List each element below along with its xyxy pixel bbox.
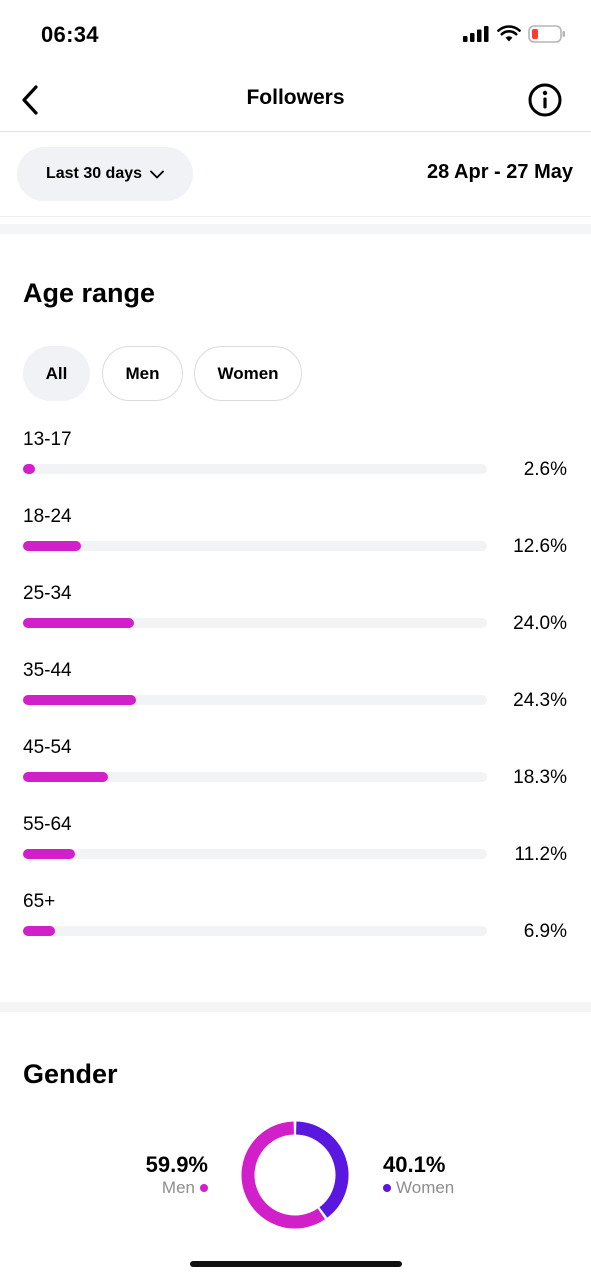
gender-men-label: Men — [161, 1178, 195, 1197]
age-bar-track — [23, 772, 487, 782]
age-row-label: 25-34 — [23, 583, 72, 604]
age-row-label: 55-64 — [23, 814, 72, 835]
gender-men-legend: Men — [146, 1178, 208, 1198]
age-bar-track — [23, 541, 487, 551]
age-row: 45-54 18.3% — [0, 737, 591, 814]
chevron-down-icon — [150, 170, 164, 178]
age-bar-track — [23, 695, 487, 705]
section-divider — [0, 1002, 591, 1012]
status-icons — [462, 24, 566, 44]
filter-chip-women[interactable]: Women — [194, 346, 302, 401]
age-row-value: 12.6% — [513, 536, 567, 557]
age-bar-fill — [23, 926, 56, 936]
age-row-label: 18-24 — [23, 506, 72, 527]
age-bar-fill — [23, 618, 135, 628]
info-icon — [528, 83, 562, 117]
age-bar-fill — [23, 772, 108, 782]
date-range-label: Last 30 days — [45, 165, 143, 182]
gender-title: Gender — [23, 1059, 118, 1089]
age-row-value: 11.2% — [514, 844, 567, 865]
age-row-label: 35-44 — [23, 660, 72, 681]
chevron-left-icon — [22, 85, 38, 115]
age-bar-fill — [23, 695, 136, 705]
gender-donut-men-arc — [241, 1121, 326, 1229]
date-range-selector[interactable]: Last 30 days — [17, 147, 193, 201]
gender-donut-women-arc — [295, 1121, 349, 1218]
age-row-value: 18.3% — [513, 767, 567, 788]
status-bar: 06:34 — [0, 0, 591, 68]
age-row-value: 2.6% — [523, 459, 567, 480]
age-bar-track — [23, 464, 487, 474]
gender-men-percent: 59.9% — [145, 1152, 208, 1177]
age-row-label: 65+ — [23, 891, 56, 912]
filter-chip-men[interactable]: Men — [102, 346, 183, 401]
age-row: 65+ 6.9% — [0, 891, 591, 968]
battery-icon — [528, 25, 565, 43]
age-row: 13-17 2.6% — [0, 429, 591, 506]
gender-chart: 59.9% Men 40.1% Women — [0, 1110, 591, 1240]
nav-bar: Followers — [0, 68, 591, 132]
age-bar-track — [23, 849, 487, 859]
age-range-title: Age range — [23, 278, 156, 308]
age-row: 55-64 11.2% — [0, 814, 591, 891]
gender-women-stat: 40.1% Women — [383, 1152, 454, 1198]
age-row: 18-24 12.6% — [0, 506, 591, 583]
home-indicator — [190, 1261, 402, 1267]
age-row: 25-34 24.0% — [0, 583, 591, 660]
age-row-value: 24.0% — [513, 613, 567, 634]
gender-men-stat: 59.9% Men — [146, 1152, 208, 1198]
date-range-row: Last 30 days 28 Apr - 27 May — [0, 132, 591, 217]
cellular-signal-icon — [463, 26, 489, 42]
gender-women-legend: Women — [383, 1178, 454, 1198]
age-bar-track — [23, 926, 487, 936]
gender-women-percent: 40.1% — [383, 1152, 446, 1177]
age-bar-track — [23, 618, 487, 628]
gender-women-label: Women — [396, 1178, 455, 1197]
age-row-value: 24.3% — [513, 690, 567, 711]
gender-men-dot — [200, 1184, 208, 1192]
section-divider — [0, 224, 591, 234]
info-button[interactable] — [527, 82, 563, 118]
status-time: 06:34 — [41, 22, 99, 47]
gender-donut — [241, 1121, 349, 1229]
age-row-label: 45-54 — [23, 737, 72, 758]
age-row: 35-44 24.3% — [0, 660, 591, 737]
gender-women-dot — [383, 1184, 391, 1192]
back-button[interactable] — [14, 82, 46, 118]
page-title: Followers — [246, 86, 345, 109]
filter-chip-all[interactable]: All — [23, 346, 90, 401]
age-row-label: 13-17 — [23, 429, 72, 450]
age-row-value: 6.9% — [523, 921, 567, 942]
age-bar-fill — [23, 464, 36, 474]
wifi-icon — [497, 25, 521, 42]
date-range-dates: 28 Apr - 27 May — [427, 161, 573, 183]
age-bar-fill — [23, 849, 75, 859]
age-bar-fill — [23, 541, 82, 551]
